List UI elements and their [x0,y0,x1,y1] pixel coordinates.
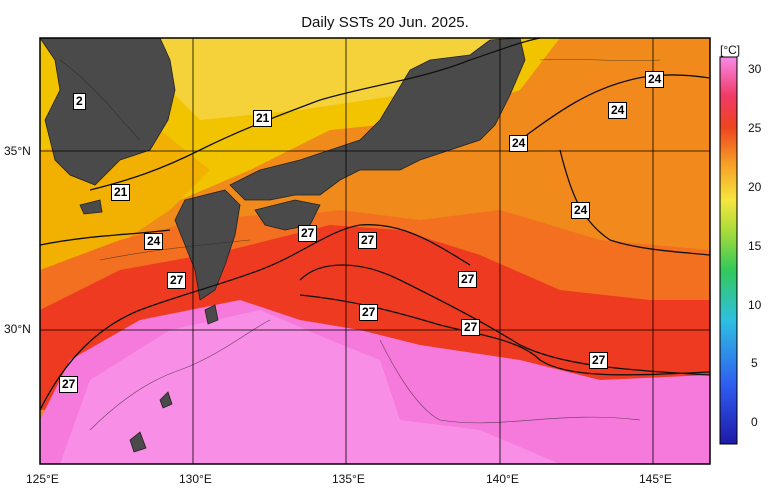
contour-label: 24 [645,71,665,88]
x-tick-145: 145°E [639,472,672,486]
contour-label: 21 [111,184,131,201]
contour-label: 21 [253,110,273,127]
x-tick-135: 135°E [332,472,365,486]
contour-label: 27 [589,352,609,369]
contour-label: 27 [59,376,79,393]
colorbar-tick-30: 30 [748,62,762,76]
map-title: Daily SSTs 20 Jun. 2025. [301,14,469,31]
contour-label: 27 [458,271,478,288]
colorbar-tick-20: 20 [748,180,762,194]
contour-label: 24 [571,202,591,219]
contour-label: 27 [359,304,379,321]
contour-label: 27 [358,232,378,249]
colorbar-tick-0: 0 [751,415,758,429]
x-tick-140: 140°E [486,472,519,486]
contour-label: 27 [298,225,318,242]
colorbar-tick-25: 25 [748,121,762,135]
contour-label: 2 [73,93,86,110]
contour-label: 24 [509,135,529,152]
contour-label: 24 [144,233,164,250]
colorbar-tick-5: 5 [751,356,758,370]
graticule [39,37,711,465]
contour-label: 24 [608,102,628,119]
colorbar-unit: [°C] [720,43,741,57]
contour-label: 27 [461,319,481,336]
colorbar-tick-15: 15 [748,239,762,253]
contour-label: 27 [167,272,187,289]
y-tick-35: 35°N [4,144,31,158]
y-tick-30: 30°N [4,322,31,336]
colorbar [719,56,738,445]
x-tick-130: 130°E [179,472,212,486]
colorbar-tick-10: 10 [748,298,762,312]
x-tick-125: 125°E [26,472,59,486]
land [39,37,526,453]
